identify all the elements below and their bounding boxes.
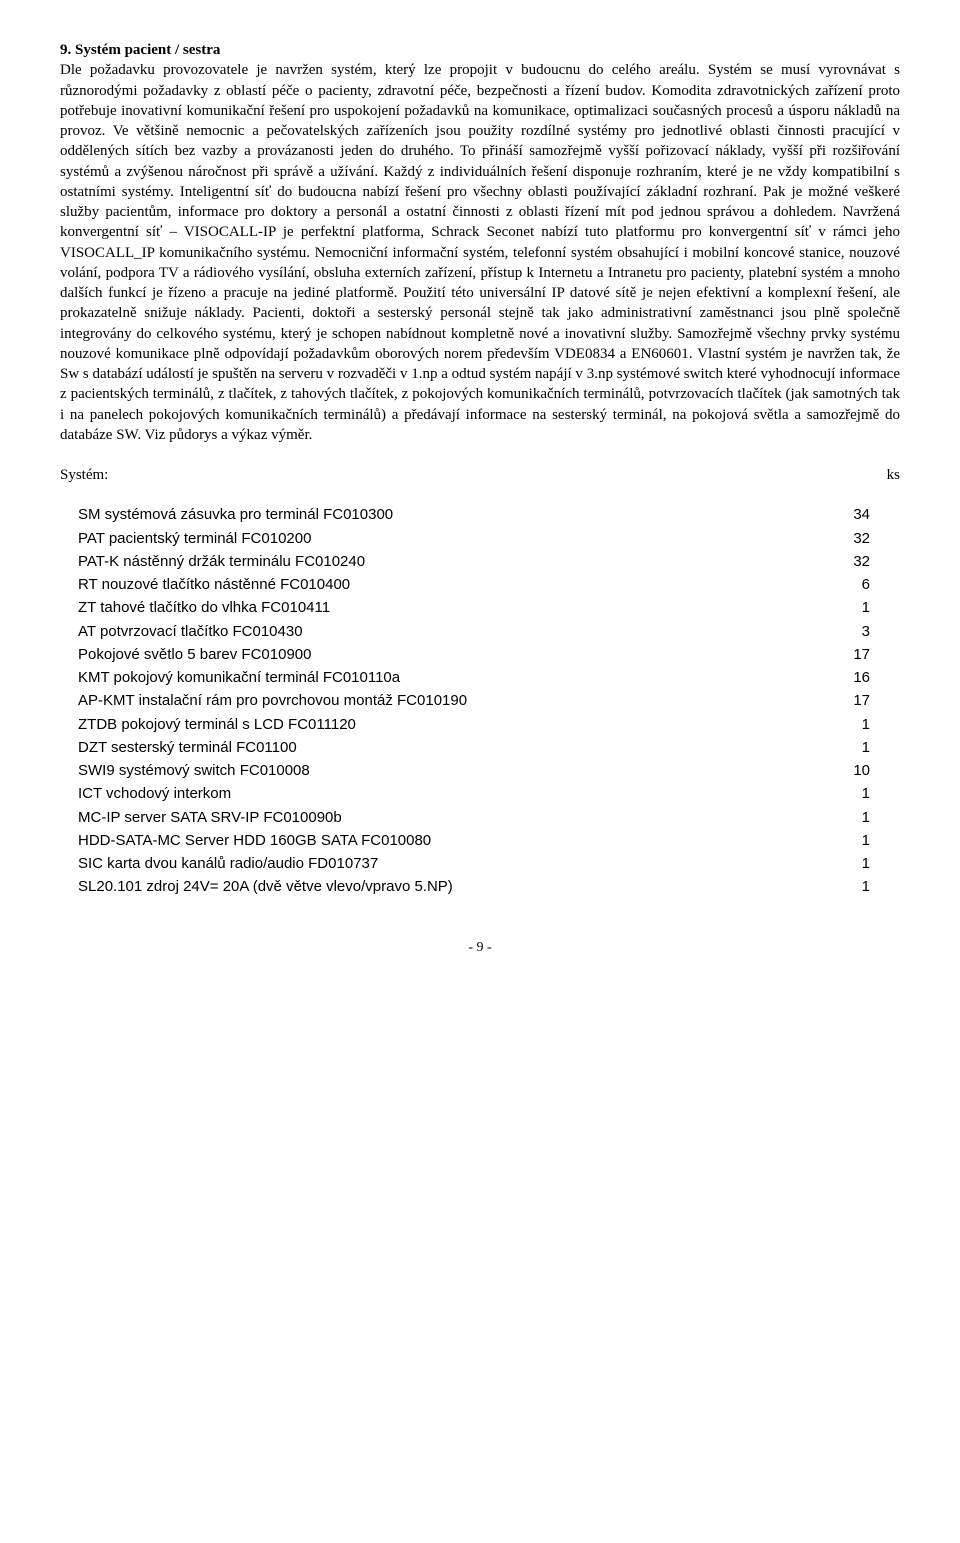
table-header-right: ks <box>732 465 900 485</box>
item-qty: 17 <box>736 689 900 712</box>
item-label: PAT pacientský terminál FC010200 <box>78 527 736 550</box>
item-qty: 34 <box>736 503 900 526</box>
item-label: AP-KMT instalační rám pro povrchovou mon… <box>78 689 736 712</box>
item-label: ICT vchodový interkom <box>78 782 736 805</box>
table-row: SWI9 systémový switch FC01000810 <box>60 759 900 782</box>
item-label: ZT tahové tlačítko do vlhka FC010411 <box>78 596 736 619</box>
table-row: AT potvrzovací tlačítko FC0104303 <box>60 620 900 643</box>
table-row: AP-KMT instalační rám pro povrchovou mon… <box>60 689 900 712</box>
item-qty: 1 <box>736 596 900 619</box>
table-header-left: Systém: <box>60 465 732 485</box>
section-title: Systém pacient / sestra <box>75 42 220 58</box>
item-qty: 1 <box>736 782 900 805</box>
section-heading: 9. Systém pacient / sestra <box>60 40 900 60</box>
item-label: DZT sesterský terminál FC01100 <box>78 736 736 759</box>
item-label: PAT-K nástěnný držák terminálu FC010240 <box>78 550 736 573</box>
section-number: 9. <box>60 42 71 58</box>
item-qty: 1 <box>736 829 900 852</box>
item-qty: 17 <box>736 643 900 666</box>
item-label: SIC karta dvou kanálů radio/audio FD0107… <box>78 852 736 875</box>
item-qty: 3 <box>736 620 900 643</box>
table-row: KMT pokojový komunikační terminál FC0101… <box>60 666 900 689</box>
table-row: SIC karta dvou kanálů radio/audio FD0107… <box>60 852 900 875</box>
items-list: SM systémová zásuvka pro terminál FC0103… <box>60 503 900 898</box>
item-qty: 1 <box>736 852 900 875</box>
item-qty: 1 <box>736 806 900 829</box>
item-label: ZTDB pokojový terminál s LCD FC011120 <box>78 713 736 736</box>
item-qty: 1 <box>736 736 900 759</box>
item-qty: 32 <box>736 527 900 550</box>
item-qty: 6 <box>736 573 900 596</box>
table-row: PAT pacientský terminál FC01020032 <box>60 527 900 550</box>
table-row: ICT vchodový interkom1 <box>60 782 900 805</box>
table-row: SL20.101 zdroj 24V= 20A (dvě větve vlevo… <box>60 875 900 898</box>
item-qty: 1 <box>736 875 900 898</box>
item-label: MC-IP server SATA SRV-IP FC010090b <box>78 806 736 829</box>
table-row: SM systémová zásuvka pro terminál FC0103… <box>60 503 900 526</box>
item-qty: 32 <box>736 550 900 573</box>
item-label: SWI9 systémový switch FC010008 <box>78 759 736 782</box>
table-row: ZT tahové tlačítko do vlhka FC0104111 <box>60 596 900 619</box>
item-label: KMT pokojový komunikační terminál FC0101… <box>78 666 736 689</box>
table-header: Systém: ks <box>60 465 900 485</box>
section-paragraph: Dle požadavku provozovatele je navržen s… <box>60 60 900 445</box>
item-label: SL20.101 zdroj 24V= 20A (dvě větve vlevo… <box>78 875 736 898</box>
item-label: SM systémová zásuvka pro terminál FC0103… <box>78 503 736 526</box>
table-row: ZTDB pokojový terminál s LCD FC0111201 <box>60 713 900 736</box>
item-qty: 16 <box>736 666 900 689</box>
item-label: Pokojové světlo 5 barev FC010900 <box>78 643 736 666</box>
item-qty: 1 <box>736 713 900 736</box>
table-row: MC-IP server SATA SRV-IP FC010090b1 <box>60 806 900 829</box>
table-row: HDD-SATA-MC Server HDD 160GB SATA FC0100… <box>60 829 900 852</box>
table-row: DZT sesterský terminál FC011001 <box>60 736 900 759</box>
table-row: PAT-K nástěnný držák terminálu FC0102403… <box>60 550 900 573</box>
item-label: RT nouzové tlačítko nástěnné FC010400 <box>78 573 736 596</box>
table-row: Pokojové světlo 5 barev FC01090017 <box>60 643 900 666</box>
item-qty: 10 <box>736 759 900 782</box>
item-label: AT potvrzovací tlačítko FC010430 <box>78 620 736 643</box>
table-row: RT nouzové tlačítko nástěnné FC0104006 <box>60 573 900 596</box>
item-label: HDD-SATA-MC Server HDD 160GB SATA FC0100… <box>78 829 736 852</box>
page-number: - 9 - <box>60 939 900 958</box>
